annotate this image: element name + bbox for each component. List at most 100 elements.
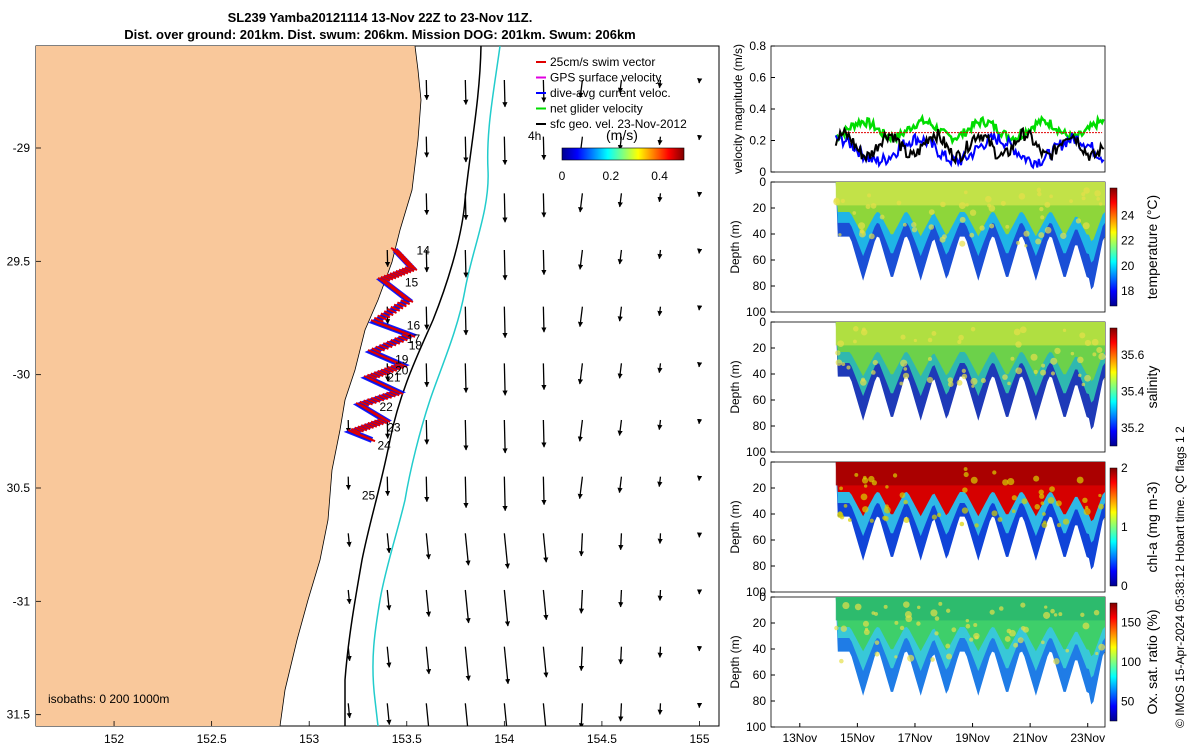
- profile-speckle: [965, 623, 971, 629]
- depth-axis-label: Depth (m): [728, 220, 742, 273]
- day-label: 15: [405, 275, 419, 289]
- velocity-arrow: [657, 306, 663, 317]
- y-tick-label: -30: [13, 368, 31, 382]
- day-label: 16: [407, 318, 421, 332]
- profile-speckle: [959, 521, 965, 527]
- swim-vector: [382, 392, 393, 399]
- velocity-arrow: [386, 646, 392, 668]
- swim-vector: [398, 268, 409, 275]
- colorbar-tick-label: 150: [1121, 616, 1141, 630]
- swim-vector: [375, 345, 386, 352]
- profile-speckle: [1002, 374, 1008, 380]
- net-velocity-line: [835, 113, 1105, 146]
- y-tick-label: 30.5: [7, 481, 31, 495]
- profile-colorbar: [1109, 327, 1118, 447]
- depth-tick-label: 20: [753, 616, 767, 630]
- depth-tick-label: 0: [759, 175, 766, 189]
- depth-axis-label: Depth (m): [728, 360, 742, 413]
- velocity-arrow: [541, 476, 547, 506]
- profile-speckle: [1030, 353, 1038, 361]
- profile-speckle: [1007, 477, 1015, 486]
- profile-speckle: [840, 198, 846, 204]
- swim-vector: [390, 305, 401, 312]
- profile-speckle: [941, 234, 947, 240]
- profile-speckle: [1013, 328, 1021, 336]
- colorbar-tick-label: 35.2: [1121, 421, 1145, 435]
- swim-vector: [392, 271, 403, 277]
- x-tick-label: 154.5: [587, 732, 617, 746]
- profile-speckle: [1076, 476, 1084, 484]
- profile-speckle: [945, 643, 951, 649]
- colorbar-tick-label: 50: [1121, 694, 1135, 708]
- swim-vector: [390, 364, 401, 371]
- profile-speckle: [1047, 497, 1055, 504]
- velocity-arrow: [463, 419, 469, 451]
- profile-speckle: [991, 510, 998, 517]
- profile-speckle: [947, 377, 954, 383]
- depth-tick-label: 100: [746, 585, 766, 599]
- speed-label: 4h: [528, 129, 541, 143]
- day-label: 14: [417, 244, 431, 258]
- profile-speckle: [961, 507, 969, 514]
- velocity-arrow: [424, 249, 430, 273]
- profile-speckle: [1082, 622, 1090, 630]
- sfc-velocity-arrows: [345, 78, 703, 726]
- velocity-arrow: [424, 476, 430, 503]
- profile-speckle: [971, 384, 975, 388]
- profile-speckle: [865, 204, 871, 210]
- profile-speckle: [959, 240, 966, 247]
- profile-speckle: [985, 195, 992, 203]
- velocity-arrow: [657, 589, 663, 601]
- profile-speckle: [894, 655, 898, 659]
- profile-speckle: [859, 230, 866, 238]
- profile-speckle: [902, 372, 910, 379]
- profile-speckle: [860, 493, 868, 501]
- profile-speckle: [916, 621, 921, 626]
- swim-vector: [387, 365, 398, 372]
- profile-speckle: [989, 223, 995, 229]
- profile-speckle: [1041, 640, 1045, 645]
- profile-speckle: [928, 224, 935, 230]
- colorbar-label: Ox. sat. ratio (%): [1144, 609, 1160, 714]
- swim-vector: [373, 371, 384, 378]
- legend-label: dive-avg current veloc.: [550, 86, 671, 100]
- profile-speckle: [1038, 489, 1044, 495]
- colorbar-tick-label: 20: [1121, 259, 1135, 273]
- title-line-2: Dist. over ground: 201km. Dist. swum: 20…: [124, 27, 636, 42]
- profile-speckle: [958, 334, 964, 341]
- profile-speckle: [1040, 215, 1045, 220]
- velocity-arrow: [424, 363, 430, 388]
- velocity-axis-label: velocity magnitude (m/s): [731, 44, 745, 174]
- swim-vector: [389, 272, 400, 279]
- profile-speckle: [1053, 613, 1058, 617]
- profile-surface-layer: [835, 182, 1105, 206]
- profile-speckle: [1083, 187, 1090, 194]
- profile-speckle: [1043, 520, 1047, 525]
- depth-tick-label: 20: [753, 341, 767, 355]
- profile-speckle: [1050, 357, 1058, 365]
- colorbar-tick-label: 35.6: [1121, 348, 1145, 362]
- colorbar-tick-label: 18: [1121, 284, 1135, 298]
- velocity-arrow: [617, 193, 623, 208]
- profile-speckle: [900, 334, 906, 340]
- velocity-arrow: [541, 136, 547, 161]
- swim-vector: [404, 266, 415, 273]
- profile-speckle: [1081, 196, 1086, 201]
- profile-speckle: [903, 601, 910, 608]
- colorbar-tick-label: 0.2: [602, 169, 619, 183]
- swim-vector: [380, 275, 391, 282]
- profile-speckle: [1079, 332, 1086, 339]
- velocity-arrow: [618, 533, 624, 551]
- profile-speckle: [979, 225, 985, 231]
- profile-speckle: [928, 209, 935, 216]
- date-tick-label: 23Nov: [1070, 731, 1105, 745]
- profile-speckle: [946, 653, 953, 660]
- swim-vector: [360, 424, 371, 431]
- profile-speckle: [927, 337, 933, 343]
- velocity-arrow: [464, 703, 469, 726]
- profile-speckle: [1021, 498, 1028, 505]
- profile-speckle: [1036, 187, 1042, 193]
- profile-speckle: [838, 233, 842, 237]
- velocity-arrow: [463, 476, 469, 509]
- profile-speckle: [834, 625, 839, 631]
